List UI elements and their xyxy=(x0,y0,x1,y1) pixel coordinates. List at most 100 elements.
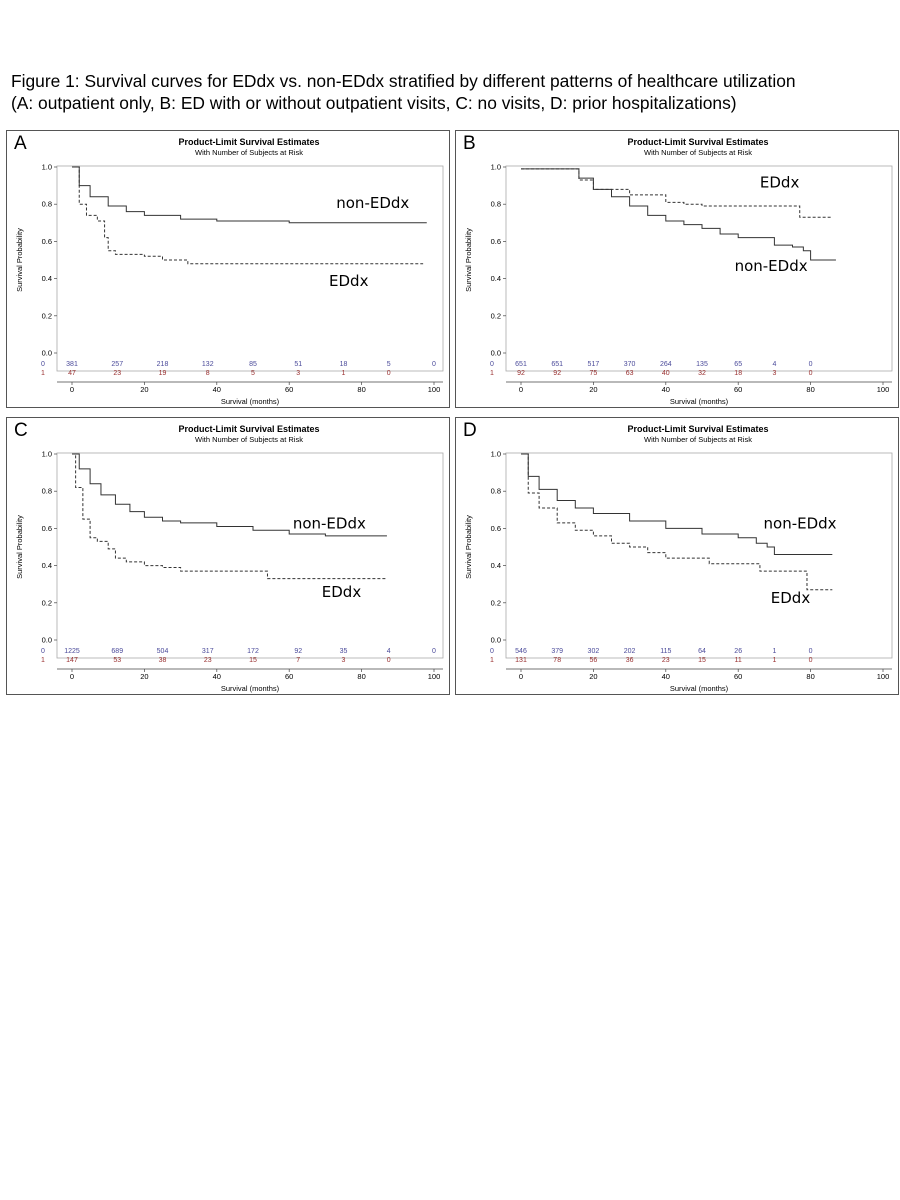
at-risk-count: 264 xyxy=(660,361,672,368)
at-risk-count: 65 xyxy=(734,361,742,368)
at-risk-count: 172 xyxy=(247,648,259,655)
at-risk-count: 0 xyxy=(387,657,391,664)
at-risk-count: 0 xyxy=(809,657,813,664)
x-tick-label: 80 xyxy=(806,385,814,394)
at-risk-count: 23 xyxy=(113,370,121,377)
x-tick-label: 40 xyxy=(662,672,670,681)
at-risk-count: 546 xyxy=(515,648,527,655)
at-risk-group-label: 1 xyxy=(41,657,45,664)
y-tick-label: 0.6 xyxy=(42,237,52,246)
chart-subtitle: With Number of Subjects at Risk xyxy=(195,435,303,444)
y-tick-label: 0.4 xyxy=(42,274,52,283)
x-tick-label: 20 xyxy=(589,672,597,681)
curve-annotation: EDdx xyxy=(322,583,362,601)
x-tick-label: 40 xyxy=(213,385,221,394)
panel-a: A Product-Limit Survival Estimates With N… xyxy=(6,130,450,408)
y-tick-label: 1.0 xyxy=(42,163,52,172)
chart-subtitle: With Number of Subjects at Risk xyxy=(644,435,752,444)
y-tick-label: 0.6 xyxy=(491,237,501,246)
at-risk-count: 379 xyxy=(551,648,563,655)
at-risk-count: 19 xyxy=(159,370,167,377)
at-risk-count: 35 xyxy=(340,648,348,655)
at-risk-count: 64 xyxy=(698,648,706,655)
at-risk-count: 23 xyxy=(204,657,212,664)
at-risk-count: 689 xyxy=(111,648,123,655)
y-tick-label: 0.4 xyxy=(491,561,501,570)
plot-frame xyxy=(505,452,893,659)
chart-title: Product-Limit Survival Estimates xyxy=(178,137,319,147)
at-risk-count: 32 xyxy=(698,370,706,377)
at-risk-count: 651 xyxy=(551,361,563,368)
at-risk-count: 15 xyxy=(698,657,706,664)
at-risk-count: 53 xyxy=(113,657,121,664)
x-tick-label: 0 xyxy=(70,672,74,681)
at-risk-count: 15 xyxy=(249,657,257,664)
at-risk-count: 651 xyxy=(515,361,527,368)
at-risk-count: 517 xyxy=(588,361,600,368)
at-risk-group-label: 0 xyxy=(41,361,45,368)
at-risk-count: 1 xyxy=(772,657,776,664)
panel-d: D Product-Limit Survival Estimates With N… xyxy=(455,417,899,695)
y-tick-label: 0.2 xyxy=(491,311,501,320)
curve-annotation: non-EDdx xyxy=(293,514,366,532)
at-risk-count: 3 xyxy=(296,370,300,377)
x-tick-label: 0 xyxy=(519,385,523,394)
at-risk-count: 8 xyxy=(206,370,210,377)
at-risk-count: 0 xyxy=(809,370,813,377)
at-risk-count: 51 xyxy=(294,361,302,368)
y-tick-label: 0.2 xyxy=(491,598,501,607)
y-tick-label: 1.0 xyxy=(42,450,52,459)
y-tick-label: 0.0 xyxy=(42,349,52,358)
x-tick-label: 60 xyxy=(734,385,742,394)
at-risk-count: 18 xyxy=(734,370,742,377)
y-tick-label: 1.0 xyxy=(491,163,501,172)
at-risk-count: 3 xyxy=(342,657,346,664)
x-tick-label: 40 xyxy=(662,385,670,394)
x-tick-label: 80 xyxy=(806,672,814,681)
at-risk-count: 0 xyxy=(809,361,813,368)
curve-annotation: EDdx xyxy=(760,173,800,191)
plot-frame xyxy=(56,165,444,372)
x-tick-label: 0 xyxy=(519,672,523,681)
at-risk-count: 85 xyxy=(249,361,257,368)
at-risk-count: 317 xyxy=(202,648,214,655)
y-tick-label: 0.8 xyxy=(42,487,52,496)
at-risk-count: 4 xyxy=(772,361,776,368)
x-tick-label: 100 xyxy=(877,672,890,681)
at-risk-count: 0 xyxy=(387,370,391,377)
at-risk-count: 18 xyxy=(340,361,348,368)
chart-title: Product-Limit Survival Estimates xyxy=(178,424,319,434)
y-axis-label: Survival Probability xyxy=(464,515,473,579)
at-risk-count: 38 xyxy=(159,657,167,664)
x-tick-label: 40 xyxy=(213,672,221,681)
at-risk-count: 131 xyxy=(515,657,527,664)
at-risk-group-label: 1 xyxy=(41,370,45,377)
at-risk-group-label: 0 xyxy=(490,361,494,368)
at-risk-count: 7 xyxy=(296,657,300,664)
x-tick-label: 60 xyxy=(285,385,293,394)
at-risk-count: 0 xyxy=(432,648,436,655)
at-risk-count: 36 xyxy=(626,657,634,664)
chart-subtitle: With Number of Subjects at Risk xyxy=(195,148,303,157)
x-tick-label: 80 xyxy=(357,385,365,394)
eddx-curve xyxy=(521,168,833,218)
at-risk-count: 381 xyxy=(66,361,78,368)
at-risk-count: 1 xyxy=(342,370,346,377)
at-risk-count: 63 xyxy=(626,370,634,377)
at-risk-count: 132 xyxy=(202,361,214,368)
at-risk-count: 4 xyxy=(387,648,391,655)
y-axis-label: Survival Probability xyxy=(464,228,473,292)
at-risk-count: 92 xyxy=(517,370,525,377)
y-tick-label: 0.6 xyxy=(491,524,501,533)
curve-annotation: non-EDdx xyxy=(735,257,808,275)
x-tick-label: 60 xyxy=(285,672,293,681)
at-risk-count: 370 xyxy=(624,361,636,368)
plot-frame xyxy=(505,165,893,372)
at-risk-group-label: 1 xyxy=(490,657,494,664)
curve-annotation: non-EDdx xyxy=(764,514,837,532)
at-risk-count: 3 xyxy=(772,370,776,377)
y-tick-label: 0.0 xyxy=(491,636,501,645)
